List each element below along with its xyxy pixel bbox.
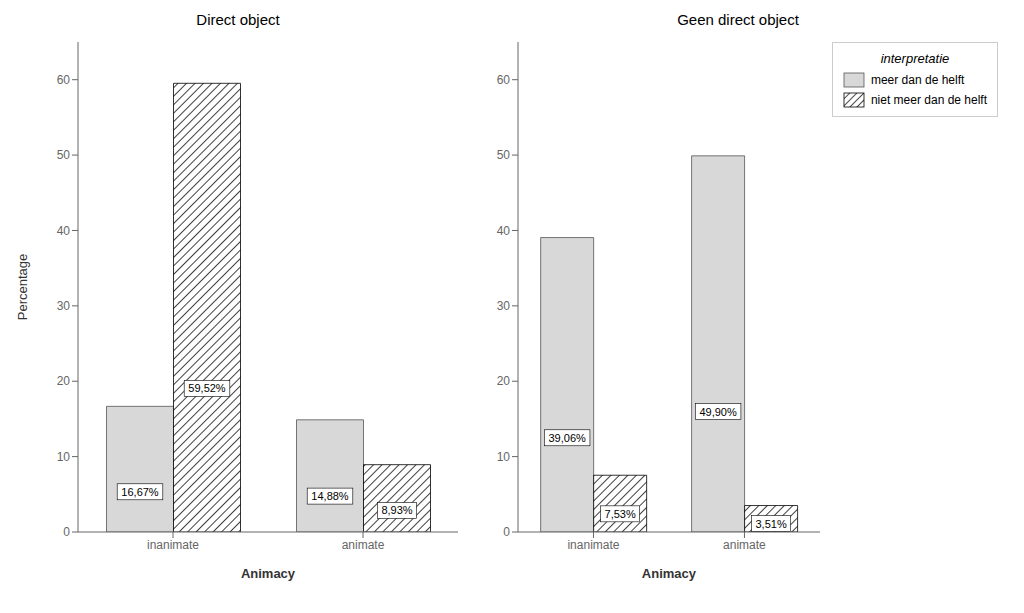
svg-text:39,06%: 39,06% [548, 432, 586, 444]
svg-text:animate: animate [723, 538, 766, 552]
html-text:Geen direct object: Geen direct object [677, 11, 799, 28]
svg-text:animate: animate [342, 538, 385, 552]
svg-text:3,51%: 3,51% [756, 518, 787, 530]
svg-text:7,53%: 7,53% [605, 508, 636, 520]
svg-text:60: 60 [57, 73, 71, 87]
svg-text:14,88%: 14,88% [311, 490, 349, 502]
html-text:meer dan de helft: meer dan de helft [870, 73, 965, 87]
svg-text:40: 40 [497, 224, 511, 238]
svg-text:50: 50 [497, 148, 511, 162]
svg-text:59,52%: 59,52% [188, 382, 226, 394]
svg-text:10: 10 [497, 450, 511, 464]
svg-text:30: 30 [57, 299, 71, 313]
svg-text:30: 30 [497, 299, 511, 313]
svg-text:49,90%: 49,90% [699, 406, 737, 418]
svg-text:8,93%: 8,93% [381, 504, 412, 516]
svg-text:20: 20 [497, 374, 511, 388]
svg-text:inanimate: inanimate [147, 538, 199, 552]
svg-text:60: 60 [497, 73, 511, 87]
svg-text:50: 50 [57, 148, 71, 162]
svg-text:Percentage: Percentage [15, 254, 30, 321]
svg-text:20: 20 [57, 374, 71, 388]
svg-text:10: 10 [57, 450, 71, 464]
html-text:niet meer dan de helft: niet meer dan de helft [870, 93, 987, 107]
html-text:interpretatie: interpretatie [880, 51, 950, 66]
html-text:Direct object: Direct object [196, 11, 280, 28]
svg-text:0: 0 [63, 525, 70, 539]
svg-text:inanimate: inanimate [567, 538, 619, 552]
svg-text:40: 40 [57, 224, 71, 238]
svg-text:0: 0 [503, 525, 510, 539]
svg-text:Animacy: Animacy [241, 566, 296, 581]
svg-text:Animacy: Animacy [642, 566, 697, 581]
svg-text:16,67%: 16,67% [121, 486, 159, 498]
